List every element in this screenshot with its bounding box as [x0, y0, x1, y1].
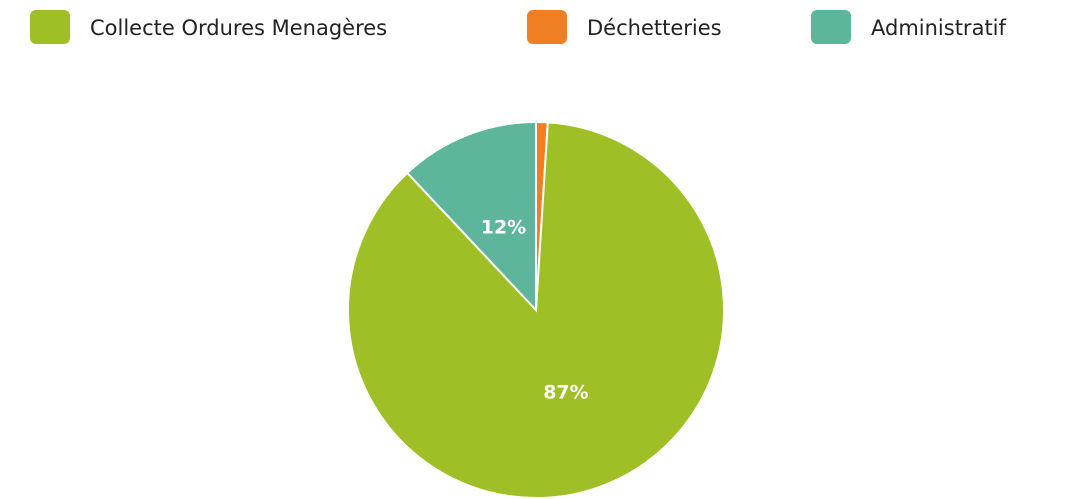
value-label: 12%: [481, 216, 526, 238]
value-label: 87%: [543, 382, 588, 404]
legend-swatch: [30, 10, 70, 44]
legend-label: Déchetteries: [587, 16, 722, 40]
legend-swatch: [527, 10, 567, 44]
legend-label: Administratif: [871, 16, 1007, 40]
pie-slice: [405, 120, 537, 313]
legend-swatch: [811, 10, 851, 44]
legend-label: Collecte Ordures Menagères: [90, 16, 387, 40]
